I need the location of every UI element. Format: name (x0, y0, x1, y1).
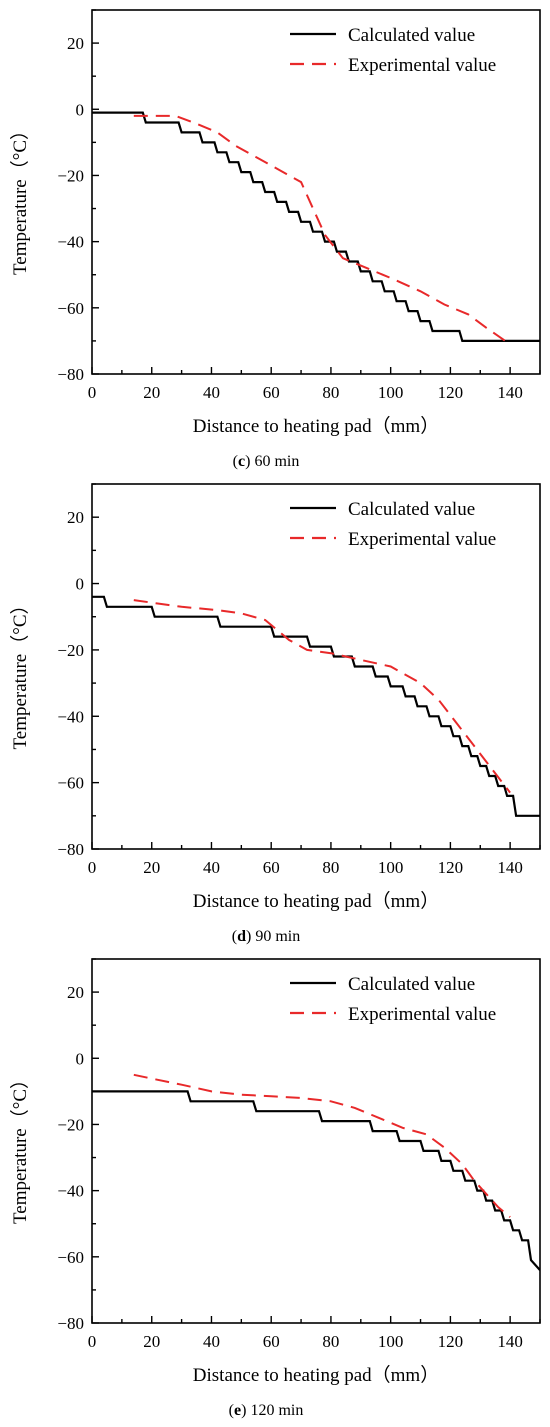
legend-label-calculated: Calculated value (348, 499, 475, 520)
x-axis-title: Distance to heating pad（mm） (193, 1364, 439, 1386)
y-tick-label: −20 (57, 166, 84, 185)
y-tick-label: −80 (57, 840, 84, 859)
y-tick-label: −40 (57, 1182, 84, 1201)
x-tick-label: 0 (88, 1332, 97, 1351)
caption-letter: d (237, 928, 246, 945)
x-axis-title: Distance to heating pad（mm） (193, 415, 439, 437)
y-tick-label: −60 (57, 299, 84, 318)
y-tick-label: 20 (67, 508, 84, 527)
series-line-experimental (133, 599, 511, 794)
x-tick-label: 120 (438, 858, 464, 877)
x-tick-label: 40 (203, 858, 220, 877)
caption-paren-open: ( (229, 1402, 234, 1419)
caption-label: 90 min (251, 928, 300, 945)
figure-caption: (c) 60 min (233, 453, 300, 470)
x-tick-label: 140 (497, 858, 523, 877)
y-tick-label: −60 (57, 1248, 84, 1267)
caption-paren-close: ) (241, 1402, 246, 1419)
y-axis-title: Temperature（°C） (9, 121, 31, 275)
x-tick-label: 120 (438, 383, 464, 402)
x-tick-label: 0 (88, 383, 97, 402)
caption-paren-close: ) (245, 453, 250, 470)
plot-frame (91, 483, 541, 850)
y-tick-label: 0 (76, 1049, 85, 1068)
caption-label: 120 min (246, 1402, 303, 1419)
legend-label-experimental: Experimental value (348, 55, 496, 76)
y-tick-label: −60 (57, 774, 84, 793)
figure-caption: (d) 90 min (232, 928, 300, 945)
x-tick-label: 140 (497, 1332, 523, 1351)
x-tick-label: 40 (203, 383, 220, 402)
caption-paren-open: ( (233, 453, 238, 470)
legend: Calculated value Experimental value (290, 25, 496, 76)
x-tick-label: 100 (378, 383, 404, 402)
x-tick-label: 60 (263, 1332, 280, 1351)
x-tick-label: 80 (322, 1332, 339, 1351)
plot-frame (91, 958, 541, 1324)
caption-letter: e (234, 1402, 241, 1419)
y-tick-label: 20 (67, 983, 84, 1002)
x-tick-label: 100 (378, 1332, 404, 1351)
chart-panel-c: 0 20 40 60 80 100 120 140 −80 −60 −40 −20 0 20 Distanc… (9, 9, 541, 470)
x-tick-label: 60 (263, 858, 280, 877)
x-tick-label: 80 (322, 383, 339, 402)
y-tick-label: 0 (76, 100, 85, 119)
caption-paren-close: ) (246, 928, 251, 945)
x-tick-label: 60 (263, 383, 280, 402)
plot-frame (91, 9, 541, 375)
caption-label: 60 min (250, 453, 299, 470)
x-tick-label: 40 (203, 1332, 220, 1351)
legend-label-experimental: Experimental value (348, 1004, 496, 1025)
y-tick-label: 0 (76, 575, 85, 594)
x-tick-label: 20 (143, 383, 160, 402)
y-axis-title: Temperature（°C） (9, 1070, 31, 1224)
x-tick-label: 140 (497, 383, 523, 402)
y-tick-label: −40 (57, 233, 84, 252)
figure-caption: (e) 120 min (229, 1402, 304, 1419)
y-tick-label: 20 (67, 34, 84, 53)
series-line-calculated (92, 595, 540, 817)
series-line-experimental (133, 114, 511, 346)
chart-panel-e: 0 20 40 60 80 100 120 140 −80 −60 −40 −20 0 20 Distanc… (9, 958, 541, 1419)
legend-label-calculated: Calculated value (348, 974, 475, 995)
x-tick-label: 120 (438, 1332, 464, 1351)
x-tick-label: 100 (378, 858, 404, 877)
legend-label-calculated: Calculated value (348, 25, 475, 46)
y-tick-label: −20 (57, 1115, 84, 1134)
caption-paren-open: ( (232, 928, 237, 945)
x-axis-title: Distance to heating pad（mm） (193, 890, 439, 912)
y-tick-label: −40 (57, 707, 84, 726)
legend: Calculated value Experimental value (290, 974, 496, 1025)
x-tick-label: 20 (143, 1332, 160, 1351)
y-tick-label: −20 (57, 641, 84, 660)
y-axis-title: Temperature（°C） (9, 596, 31, 750)
x-tick-label: 20 (143, 858, 160, 877)
y-tick-label: −80 (57, 1314, 84, 1333)
series-line-calculated (92, 111, 540, 342)
x-tick-label: 80 (322, 858, 339, 877)
series-line-experimental (133, 1073, 511, 1218)
caption-letter: c (238, 453, 245, 470)
legend-label-experimental: Experimental value (348, 529, 496, 550)
x-tick-label: 0 (88, 858, 97, 877)
legend: Calculated value Experimental value (290, 499, 496, 550)
series-line-calculated (92, 1090, 540, 1271)
chart-panel-d: 0 20 40 60 80 100 120 140 −80 −60 −40 −20 0 20 Distanc… (9, 483, 541, 945)
y-tick-label: −80 (57, 365, 84, 384)
